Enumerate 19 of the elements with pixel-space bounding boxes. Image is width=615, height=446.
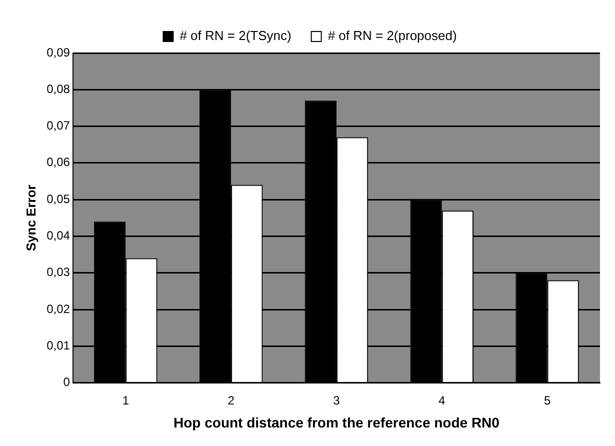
y-tick-label: 0,07 — [46, 118, 70, 133]
y-tick-label: 0,09 — [46, 45, 70, 60]
legend-label: # of RN = 2(proposed) — [328, 28, 457, 44]
x-tick-label: 2 — [228, 393, 235, 408]
legend-label: # of RN = 2(TSync) — [180, 28, 292, 44]
y-tick-label: 0,03 — [46, 265, 70, 280]
y-tick-label: 0,08 — [46, 82, 70, 96]
y-tick-label: 0,02 — [46, 302, 70, 316]
y-tick-label: 0,01 — [46, 338, 70, 352]
y-tick-label: 0 — [63, 375, 70, 390]
x-tick-label: 4 — [438, 393, 446, 408]
x-tick-label: 5 — [544, 393, 551, 408]
y-axis-title: Sync Error — [23, 184, 38, 252]
y-tick-label: 0,06 — [46, 155, 70, 170]
y-tick-label: 0,04 — [46, 228, 70, 243]
x-axis-title: Hop count distance from the reference node RN0 — [174, 414, 500, 430]
y-tick-label: 0,05 — [46, 192, 70, 206]
x-tick-label: 3 — [333, 393, 340, 408]
x-tick-label: 1 — [122, 393, 130, 408]
